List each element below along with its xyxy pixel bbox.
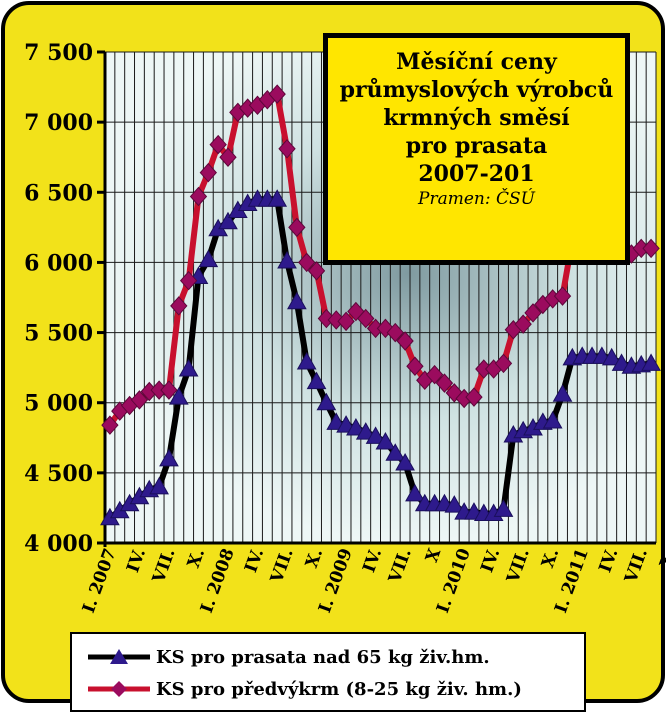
data-point	[395, 453, 415, 471]
y-tick-label: 4 500	[24, 461, 93, 487]
data-point	[159, 448, 179, 467]
axes	[101, 52, 656, 547]
data-point	[168, 387, 189, 405]
y-tick-label: 6 000	[24, 250, 93, 276]
data-point	[514, 314, 532, 334]
data-point	[288, 217, 306, 238]
data-point	[396, 331, 414, 351]
chart-title-line-2: průmyslových výrobců	[339, 77, 614, 103]
data-point	[346, 417, 366, 436]
data-point	[306, 371, 327, 390]
data-point	[493, 499, 514, 517]
legend-marker-diamond	[88, 681, 150, 697]
legend-label-feed-pigs: KS pro prasata nad 65 kg živ.hm.	[156, 646, 490, 668]
y-tick-label: 6 500	[24, 180, 93, 206]
data-point	[542, 410, 563, 429]
y-tick-label: 4 000	[24, 531, 93, 557]
data-point	[178, 359, 199, 377]
data-point	[267, 189, 288, 207]
data-point	[209, 134, 227, 155]
data-point	[355, 422, 376, 440]
chart-title-line-3: krmných směsí	[383, 105, 570, 131]
data-point	[406, 356, 424, 376]
data-point	[435, 373, 454, 393]
y-tick-label: 5 500	[24, 321, 93, 347]
data-point	[357, 308, 375, 329]
data-point	[642, 238, 660, 259]
y-axis-ticks: 7 500 7 000 6 500 6 000 5 500 5 000 4 500 4 000	[24, 40, 105, 557]
data-point	[170, 296, 188, 316]
data-point	[553, 286, 572, 306]
data-point	[218, 211, 238, 230]
data-point	[199, 162, 217, 183]
data-point	[296, 352, 317, 370]
data-point	[277, 251, 297, 269]
y-tick-label: 7 000	[24, 110, 93, 136]
y-tick-label: 7 500	[24, 40, 93, 66]
data-point	[405, 483, 425, 502]
data-point	[130, 390, 149, 410]
data-point	[365, 426, 386, 444]
x-tick-label: X.	[656, 546, 666, 571]
data-point	[494, 353, 513, 374]
series	[100, 84, 661, 526]
legend: KS pro prasata nad 65 kg živ.hm. KS pro …	[70, 632, 586, 712]
data-point	[268, 84, 286, 104]
data-point	[465, 387, 483, 407]
data-point	[386, 322, 404, 343]
data-point	[552, 384, 573, 402]
data-point	[601, 347, 622, 366]
data-point	[385, 443, 406, 461]
legend-marker-triangle	[88, 649, 150, 664]
data-point	[524, 303, 542, 323]
data-point	[160, 380, 178, 400]
y-tick-label: 5 000	[24, 391, 93, 417]
chart-title-box: Měsíční ceny průmyslových výrobců krmnýc…	[323, 33, 630, 265]
data-point	[287, 291, 307, 310]
data-point	[444, 495, 465, 513]
chart-source: Pramen: ČSÚ	[418, 189, 535, 209]
data-point	[101, 415, 119, 435]
data-point	[219, 147, 237, 167]
data-point	[316, 392, 337, 411]
data-point	[337, 311, 355, 332]
data-point	[149, 476, 169, 495]
data-point	[298, 252, 316, 273]
data-point	[278, 139, 296, 159]
legend-label-feed-prefattening: KS pro předvýkrm (8-25 kg živ. hm.)	[156, 678, 522, 700]
series-feed-prefattening	[101, 84, 660, 435]
legend-item-feed-prefattening: KS pro předvýkrm (8-25 kg živ. hm.)	[86, 674, 522, 704]
chart-title-line-1: Měsíční ceny	[396, 49, 557, 75]
legend-item-feed-pigs: KS pro prasata nad 65 kg živ.hm.	[86, 642, 490, 672]
chart-title-line-4: pro prasata	[405, 133, 548, 159]
chart-title-line-5: 2007-201	[418, 161, 535, 187]
data-point	[307, 261, 326, 281]
data-point	[189, 186, 208, 207]
data-point	[179, 270, 198, 291]
data-point	[425, 364, 444, 385]
series-feed-pigs	[100, 189, 661, 526]
data-point	[375, 431, 396, 450]
data-point	[198, 249, 219, 268]
data-point	[641, 353, 661, 371]
